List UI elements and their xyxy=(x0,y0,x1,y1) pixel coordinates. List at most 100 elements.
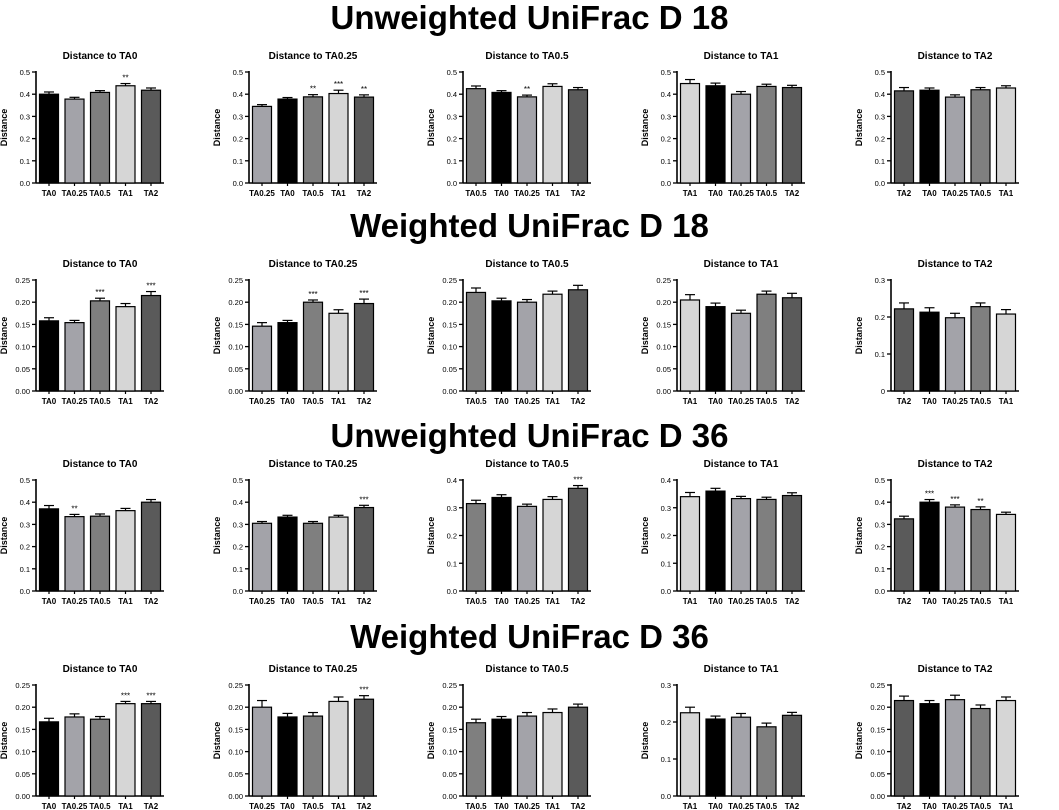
bar xyxy=(302,96,324,184)
chart-title: Distance to TA1 xyxy=(704,459,779,470)
x-tick-label: TA1 xyxy=(118,397,133,406)
bar xyxy=(328,700,349,797)
x-tick-label: TA0.25 xyxy=(62,802,88,810)
y-tick-label: 0.0 xyxy=(661,792,671,801)
x-tick-label: TA0 xyxy=(708,597,723,606)
y-axis-label: Distance xyxy=(0,722,9,760)
y-axis-label: Distance xyxy=(212,722,222,760)
y-tick-label: 0.10 xyxy=(656,343,671,352)
y-tick-label: 0.25 xyxy=(15,681,30,690)
bar xyxy=(542,85,563,184)
bar xyxy=(64,98,85,184)
bar xyxy=(542,711,563,797)
x-tick-label: TA0.25 xyxy=(514,189,540,198)
x-tick-label: TA2 xyxy=(897,802,912,810)
x-tick-label: TA1 xyxy=(999,189,1014,198)
bar xyxy=(251,105,273,184)
bar-chart: Distance to TA0.5 Distance 0.0 0.1 0.2 0.3 0.4… xyxy=(426,51,591,198)
bar xyxy=(944,699,966,797)
bar xyxy=(465,502,487,592)
y-axis-label: Distance xyxy=(212,109,222,147)
y-tick-label: 0.2 xyxy=(233,135,243,144)
chart-title: Distance to TA0.5 xyxy=(485,459,569,470)
y-tick-label: 0.25 xyxy=(870,681,885,690)
x-tick-label: TA0 xyxy=(708,397,723,406)
significance-label: *** xyxy=(359,686,368,695)
y-tick-label: 0.25 xyxy=(442,276,457,285)
bar-chart: Distance to TA0 Distance 0.0 0.1 0.2 0.3 0.4 0.… xyxy=(0,459,164,606)
x-tick-label: TA2 xyxy=(785,397,800,406)
y-axis-label: Distance xyxy=(426,722,436,760)
bar xyxy=(140,294,162,392)
bar xyxy=(567,289,589,392)
y-tick-label: 0.4 xyxy=(875,90,885,99)
significance-label: *** xyxy=(925,490,934,499)
bar xyxy=(567,89,589,184)
y-tick-label: 0.3 xyxy=(233,112,243,121)
chart-title: Distance to TA1 xyxy=(704,259,779,270)
chart-title: Distance to TA0.25 xyxy=(269,51,358,62)
bar xyxy=(542,293,563,392)
x-tick-label: TA2 xyxy=(897,597,912,606)
y-tick-label: 0.4 xyxy=(875,498,885,507)
bar xyxy=(465,722,487,797)
y-tick-label: 0.5 xyxy=(233,68,243,77)
bar-chart: Distance to TA0.25 Distance 0.00 0.05 0.10 0.… xyxy=(212,664,377,810)
x-tick-label: TA2 xyxy=(357,597,372,606)
bar xyxy=(679,712,701,797)
y-tick-label: 0.15 xyxy=(228,320,243,329)
bar xyxy=(542,498,563,592)
x-tick-label: TA1 xyxy=(118,802,133,810)
bar xyxy=(893,699,915,797)
x-tick-label: TA0.5 xyxy=(970,597,992,606)
x-tick-label: TA2 xyxy=(144,397,159,406)
x-tick-label: TA0.5 xyxy=(756,397,778,406)
y-tick-label: 0.0 xyxy=(20,587,30,596)
x-tick-label: TA1 xyxy=(999,397,1014,406)
bar xyxy=(491,718,512,797)
bar xyxy=(970,707,991,797)
y-tick-label: 0.0 xyxy=(661,179,671,188)
x-tick-label: TA1 xyxy=(545,397,560,406)
bar xyxy=(995,87,1017,184)
significance-label: ** xyxy=(524,85,530,94)
y-tick-label: 0.10 xyxy=(442,343,457,352)
chart-title: Distance to TA0.5 xyxy=(485,664,569,675)
x-tick-label: TA2 xyxy=(571,189,586,198)
y-tick-label: 0.3 xyxy=(233,520,243,529)
bar xyxy=(567,706,589,797)
bar xyxy=(893,90,915,184)
bar xyxy=(705,306,726,392)
x-tick-label: TA1 xyxy=(331,597,346,606)
y-tick-label: 0.00 xyxy=(442,387,457,396)
bar xyxy=(140,501,162,592)
x-tick-label: TA0.5 xyxy=(756,189,778,198)
significance-label: ** xyxy=(361,85,367,94)
bar xyxy=(251,522,273,592)
x-tick-label: TA0.5 xyxy=(302,189,324,198)
y-tick-label: 0.4 xyxy=(20,90,30,99)
bar-chart: Distance to TA0.5 Distance 0.0 0.1 0.2 0.3 0.4… xyxy=(426,459,591,606)
significance-label: *** xyxy=(308,290,317,299)
y-tick-label: 0.05 xyxy=(228,365,243,374)
bar xyxy=(89,91,111,184)
bar xyxy=(38,93,60,184)
x-tick-label: TA0 xyxy=(42,189,57,198)
bar xyxy=(302,522,324,592)
bar xyxy=(516,301,538,392)
x-tick-label: TA0.5 xyxy=(89,597,111,606)
y-axis-label: Distance xyxy=(854,722,864,760)
y-tick-label: 0.1 xyxy=(20,565,30,574)
x-tick-label: TA0.5 xyxy=(970,802,992,810)
x-tick-label: TA0 xyxy=(494,397,509,406)
y-tick-label: 0.3 xyxy=(875,520,885,529)
x-tick-label: TA0.5 xyxy=(89,189,111,198)
y-tick-label: 0.0 xyxy=(233,179,243,188)
x-tick-label: TA0 xyxy=(280,397,295,406)
significance-label: *** xyxy=(334,80,343,89)
y-axis-label: Distance xyxy=(0,517,9,555)
x-tick-label: TA0.5 xyxy=(89,802,111,810)
y-tick-label: 0.1 xyxy=(661,157,671,166)
x-tick-label: TA0.5 xyxy=(302,397,324,406)
